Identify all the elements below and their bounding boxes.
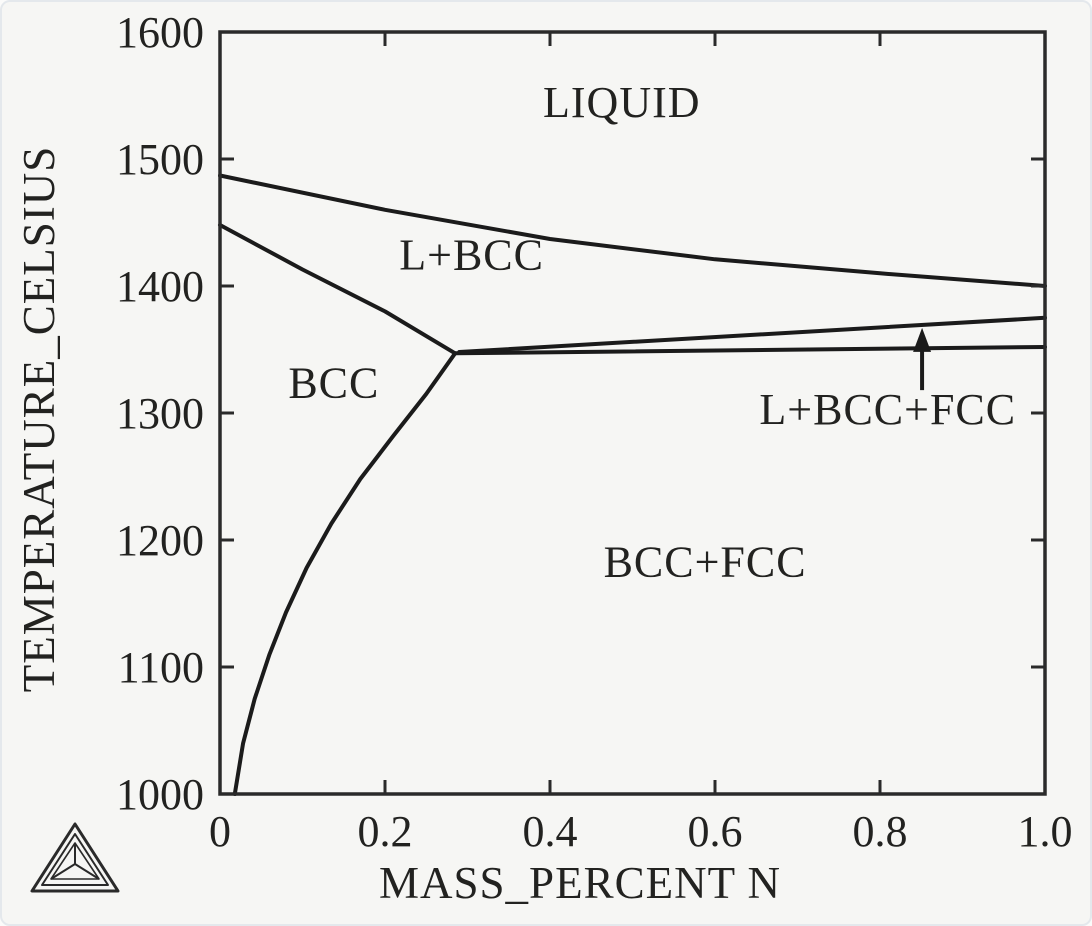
x-tick-label: 0.4: [523, 807, 578, 856]
region-label-liquid: LIQUID: [543, 78, 701, 127]
y-axis-title: TEMPERATURE_CELSIUS: [14, 146, 64, 693]
region-label-bcc-fcc: BCC+FCC: [604, 538, 807, 587]
x-tick-label: 1.0: [1018, 807, 1073, 856]
boundary-bcc-bccfcc-solvus-curve: [232, 351, 458, 796]
y-tick-label: 1100: [118, 643, 204, 692]
region-label-l-bcc: L+BCC: [399, 230, 544, 279]
x-tick-label: 0.6: [688, 807, 743, 856]
y-tick-label: 1200: [116, 516, 204, 565]
boundary-three-phase-lower-boundary: [453, 345, 1047, 356]
x-axis-title: MASS_PERCENT N: [379, 858, 781, 908]
y-tick-label: 1600: [116, 8, 204, 57]
boundary-bcc-solidus-to-triple-point: [218, 223, 458, 356]
annotation-arrow-head: [913, 327, 932, 352]
y-tick-label: 1300: [116, 389, 204, 438]
y-tick-label: 1000: [116, 770, 204, 819]
thermo-calc-tetrahedron-logo: [30, 822, 120, 893]
x-tick-label: 0.2: [358, 807, 413, 856]
boundary-three-phase-upper-boundary: [457, 315, 1047, 354]
x-tick-label: 0.8: [853, 807, 908, 856]
y-tick-label: 1400: [116, 262, 204, 311]
region-label-bcc: BCC: [288, 359, 379, 408]
y-tick-label: 1500: [116, 135, 204, 184]
boundary-liquidus-liquid-over-l-bcc: [218, 173, 1047, 288]
region-label-l-bcc-fcc: L+BCC+FCC: [759, 385, 1016, 434]
x-tick-label: 0: [209, 807, 231, 856]
